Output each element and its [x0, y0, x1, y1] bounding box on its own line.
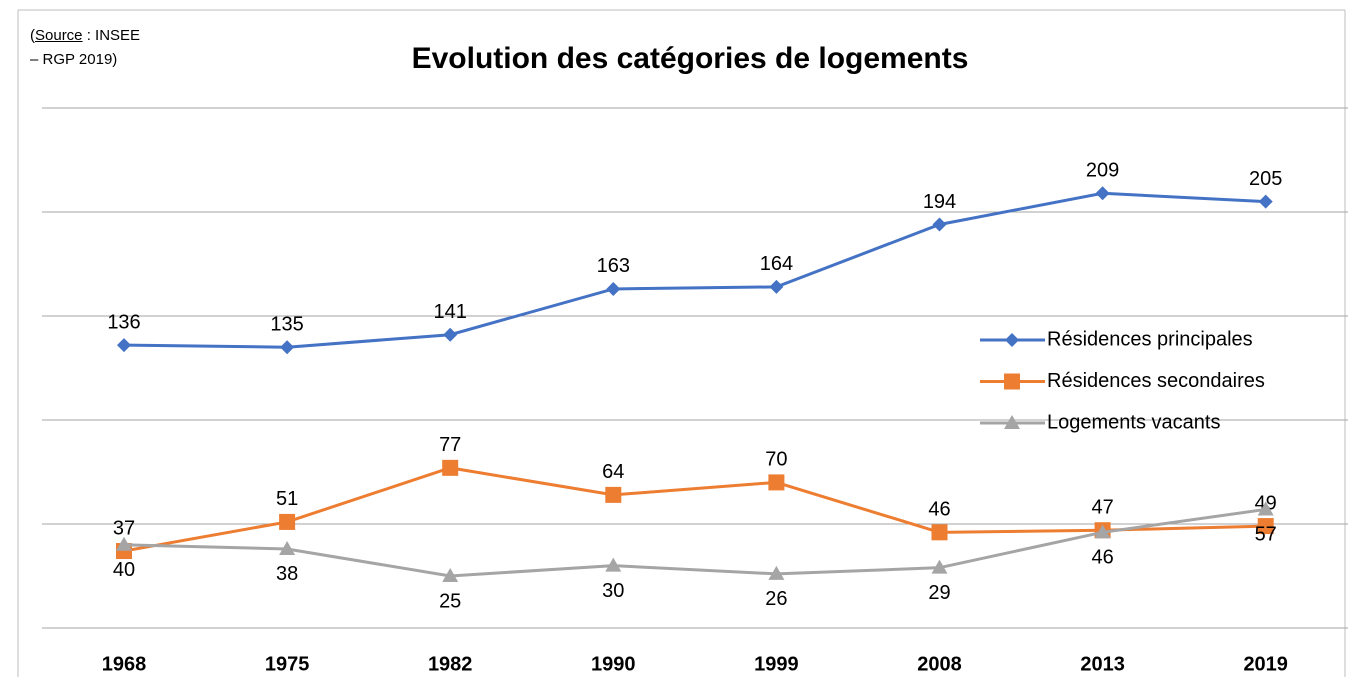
marker	[1258, 194, 1273, 209]
marker	[768, 565, 785, 580]
data-label: 70	[765, 449, 787, 471]
marker	[443, 327, 458, 342]
data-label: 64	[602, 461, 624, 483]
data-label: 205	[1249, 168, 1282, 190]
data-label: 57	[1255, 524, 1277, 546]
x-tick-label: 1982	[428, 653, 473, 675]
data-label: 29	[928, 582, 950, 604]
marker	[769, 279, 784, 294]
chart-title: Evolution des catégories de logements	[412, 42, 969, 75]
data-label: 77	[439, 434, 461, 456]
data-label: 26	[765, 588, 787, 610]
marker	[606, 281, 621, 296]
data-label: 141	[434, 301, 467, 323]
marker	[116, 536, 132, 551]
legend-label: Résidences principales	[1047, 328, 1253, 350]
marker	[279, 540, 296, 555]
source: (Source : INSEE – RGP 2019)	[30, 24, 140, 72]
legend-marker	[1004, 415, 1020, 429]
data-label: 30	[602, 580, 624, 602]
data-label: 135	[270, 313, 303, 335]
x-tick-label: 1968	[102, 653, 147, 675]
marker	[931, 524, 948, 541]
x-tick-label: 1999	[754, 653, 799, 675]
x-tick-label: 2013	[1080, 653, 1125, 675]
marker	[442, 459, 459, 476]
marker	[279, 513, 296, 530]
source-part: – RGP 2019)	[30, 51, 118, 68]
marker	[605, 557, 622, 572]
legend-marker	[1005, 333, 1019, 347]
source-part: Source	[35, 27, 83, 44]
data-label: 37	[113, 517, 135, 539]
data-label: 209	[1086, 160, 1119, 182]
x-tick-label: 2019	[1243, 653, 1288, 675]
x-tick-label: 2008	[917, 653, 962, 675]
data-label: 163	[597, 255, 630, 277]
marker	[280, 340, 295, 355]
data-label: 136	[107, 311, 140, 333]
x-tick-label: 1975	[265, 653, 310, 675]
series-line	[123, 466, 1266, 553]
source-part: : INSEE	[82, 27, 141, 44]
data-label: 164	[760, 253, 793, 275]
source-part: (	[30, 27, 35, 44]
marker	[932, 217, 947, 232]
marker	[117, 338, 131, 353]
legend-label: Logements vacants	[1047, 411, 1220, 433]
marker	[1094, 524, 1111, 539]
marker	[768, 474, 785, 491]
marker	[931, 559, 948, 574]
series-line	[123, 507, 1266, 578]
series-line	[123, 191, 1266, 349]
marker	[442, 568, 459, 582]
legend-label: Résidences secondaires	[1047, 370, 1265, 392]
data-label: 38	[276, 563, 298, 585]
x-tick-label: 1990	[591, 653, 636, 675]
marker	[1257, 518, 1274, 535]
data-label: 46	[928, 499, 950, 521]
data-label: 46	[1091, 547, 1113, 569]
data-label: 40	[113, 559, 135, 581]
data-label: 194	[923, 191, 956, 213]
data-label: 25	[439, 590, 461, 612]
data-label: 51	[276, 488, 298, 510]
marker	[605, 486, 622, 503]
marker	[1095, 186, 1110, 201]
legend-marker	[1004, 373, 1020, 390]
data-label: 47	[1091, 497, 1113, 519]
marker	[1257, 501, 1274, 516]
